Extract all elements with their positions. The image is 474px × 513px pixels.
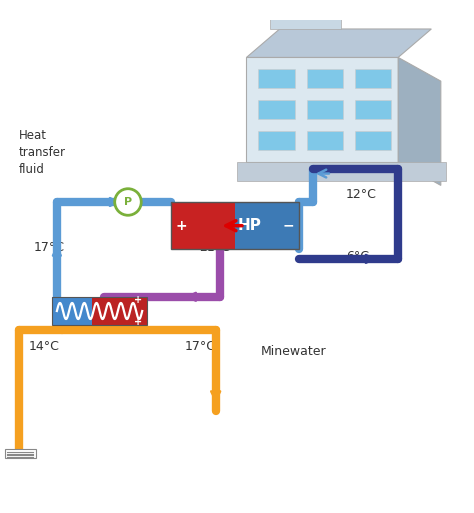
Text: +: + <box>134 318 143 327</box>
Text: 17°C: 17°C <box>185 340 216 353</box>
Text: 21°C: 21°C <box>199 241 230 253</box>
Polygon shape <box>270 10 341 29</box>
Circle shape <box>115 189 141 215</box>
Bar <box>258 131 295 150</box>
Text: Minewater: Minewater <box>261 345 326 358</box>
Text: P: P <box>124 197 132 207</box>
Text: 12°C: 12°C <box>346 188 377 202</box>
Text: HP: HP <box>238 218 262 233</box>
Bar <box>52 297 147 325</box>
Bar <box>258 100 295 119</box>
Text: +: + <box>134 295 143 305</box>
Bar <box>355 100 391 119</box>
Polygon shape <box>237 162 446 181</box>
Text: 14°C: 14°C <box>28 340 59 353</box>
Bar <box>307 69 343 88</box>
Bar <box>307 131 343 150</box>
Text: 17°C: 17°C <box>33 241 64 253</box>
Bar <box>92 297 147 325</box>
Bar <box>171 202 299 249</box>
Bar <box>355 131 391 150</box>
Bar <box>258 69 295 88</box>
Bar <box>355 69 391 88</box>
Bar <box>52 297 92 325</box>
Bar <box>171 202 235 249</box>
Bar <box>5 449 36 458</box>
Text: +: + <box>175 219 187 233</box>
Polygon shape <box>398 57 441 185</box>
Text: 6°C: 6°C <box>346 250 369 263</box>
Text: −: − <box>283 219 294 233</box>
Bar <box>307 100 343 119</box>
Bar <box>235 202 299 249</box>
Polygon shape <box>246 29 431 57</box>
Text: Heat
transfer
fluid: Heat transfer fluid <box>19 129 66 176</box>
Polygon shape <box>246 57 398 162</box>
